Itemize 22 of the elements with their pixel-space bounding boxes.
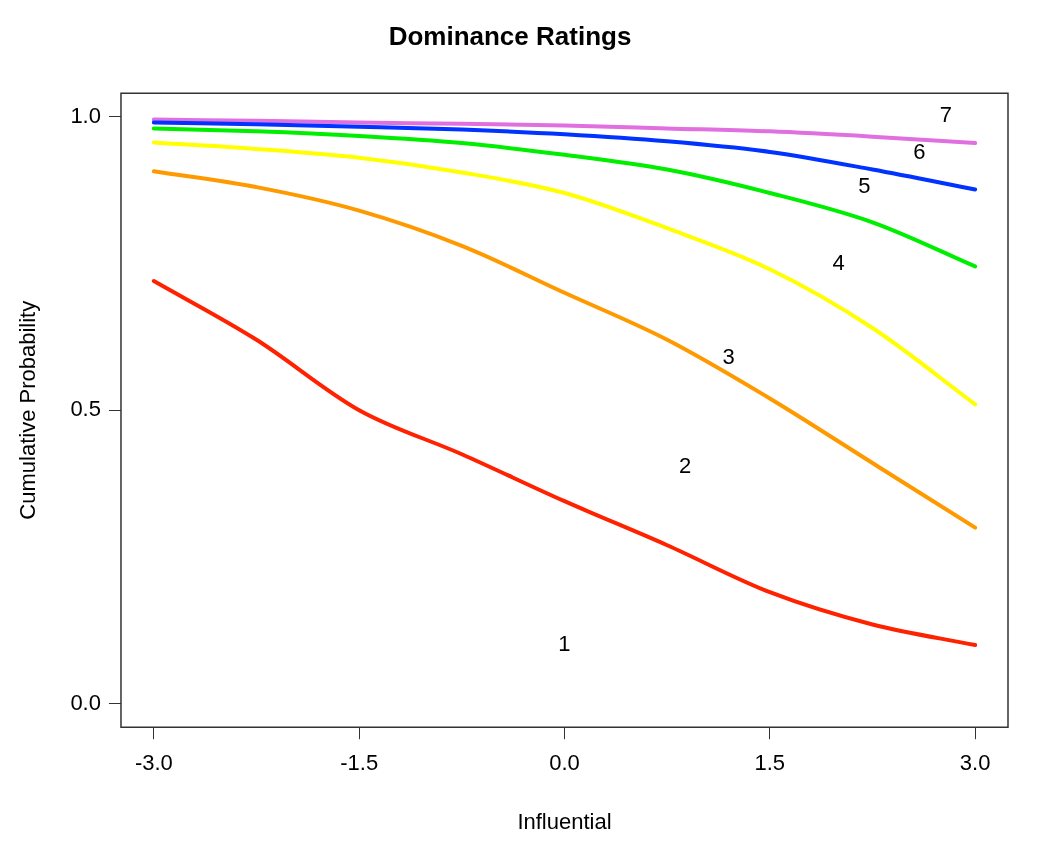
x-tick-label: 0.0: [549, 750, 580, 776]
annotation: 7: [939, 102, 953, 128]
line-series: [151, 169, 978, 530]
line-series: [151, 140, 978, 407]
x-tick-label: 1.5: [754, 750, 786, 776]
x-tick-label: -1.5: [340, 750, 379, 776]
line-series: [151, 120, 978, 192]
line-series: [151, 126, 978, 269]
annotation: 5: [858, 173, 871, 199]
x-axis-title: Influential: [517, 808, 612, 834]
y-tick-label: 1.0: [70, 102, 101, 128]
x-tick-label: 3.0: [959, 750, 991, 776]
annotation: 2: [679, 453, 692, 479]
annotation: 4: [832, 250, 845, 276]
annotation: 1: [558, 630, 571, 656]
y-axis-title: Cumulative Probability: [15, 300, 41, 520]
annotation: 6: [913, 139, 926, 165]
x-tick-label: -3.0: [134, 750, 173, 776]
chart-title: Dominance Ratings: [388, 20, 632, 51]
annotation: 3: [722, 343, 735, 369]
y-tick-label: 0.5: [70, 396, 101, 422]
y-tick-label: 0.0: [70, 689, 101, 715]
